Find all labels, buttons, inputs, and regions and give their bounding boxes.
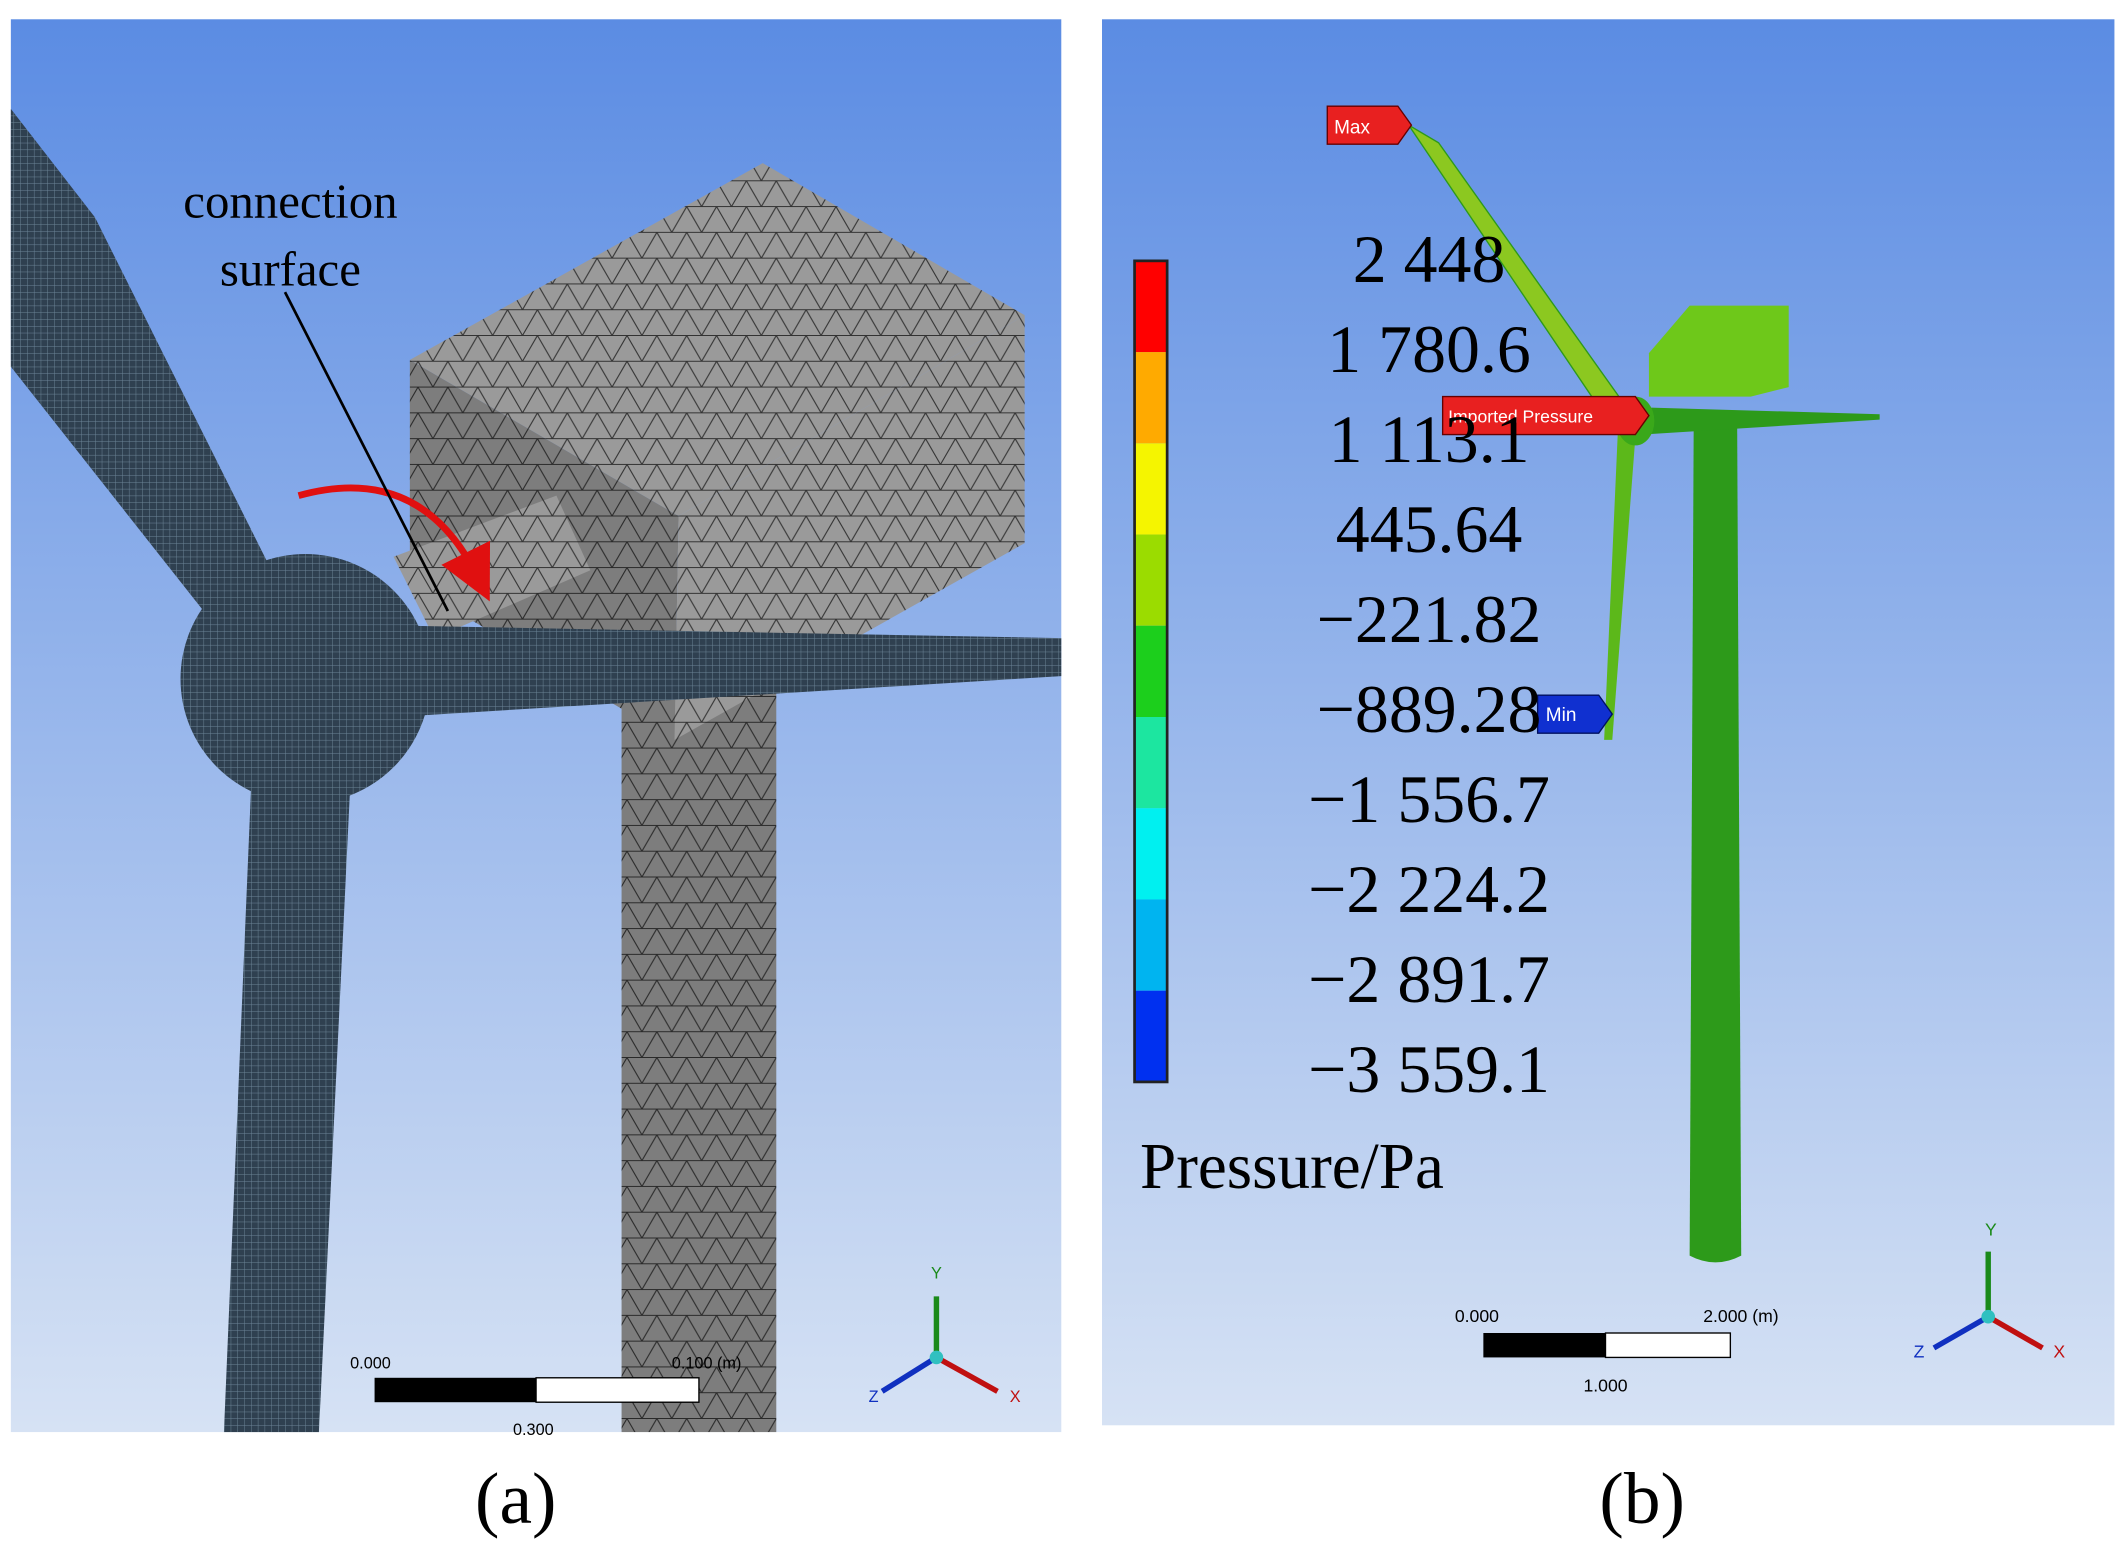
probe-label: Min xyxy=(1546,705,1577,726)
axis-label: Y xyxy=(931,1265,942,1283)
legend-band xyxy=(1134,534,1168,626)
caption: (b) xyxy=(1599,1458,1684,1539)
legend-label: −221.82 xyxy=(1317,582,1542,657)
legend-title: Pressure/Pa xyxy=(1140,1131,1444,1203)
rotation-arrow xyxy=(297,484,491,602)
legend-band xyxy=(1134,625,1168,718)
scale-label: 0.000 xyxy=(350,1354,391,1372)
blade xyxy=(223,787,351,1433)
blade xyxy=(340,624,1062,720)
scale-label: 0.300 xyxy=(513,1421,554,1439)
legend-band xyxy=(1134,352,1168,444)
nacelle-top xyxy=(409,163,1025,516)
viewport xyxy=(10,19,1062,1433)
scale-bar xyxy=(1604,1332,1732,1359)
legend-label: 2 448 xyxy=(1353,222,1506,297)
annotation: surface xyxy=(220,241,361,296)
legend-label: −889.28 xyxy=(1317,672,1542,747)
probe-max xyxy=(1326,105,1413,145)
scale-bar xyxy=(1483,1333,1606,1358)
legend-band xyxy=(1134,443,1168,535)
probe-label: Imported Pressure xyxy=(1448,406,1593,426)
probe-imported xyxy=(1441,395,1650,436)
legend-label: −2 224.2 xyxy=(1308,852,1550,927)
blade xyxy=(1642,407,1880,435)
panel-b: Max Imported Pressure Min 2 448 1 780.6 1 … xyxy=(1102,19,2115,1426)
probe-label: Max xyxy=(1334,117,1370,138)
scale-label: 0.000 xyxy=(1455,1306,1499,1326)
legend-band xyxy=(1134,260,1168,353)
axis-triad: Y Z X xyxy=(1914,1219,2066,1361)
axis-label: Z xyxy=(1914,1341,1925,1361)
axis-label: X xyxy=(2053,1341,2065,1361)
legend-band xyxy=(1134,899,1168,991)
scale-bar xyxy=(535,1377,700,1403)
legend-band xyxy=(1134,717,1168,809)
scale-label: 0.100 (m) xyxy=(672,1354,742,1372)
legend-band xyxy=(1134,990,1168,1082)
panel-a: connection surface 0.000 0.100 (m) 0.300… xyxy=(10,19,1062,1439)
legend-label: −2 891.7 xyxy=(1308,942,1550,1017)
nacelle xyxy=(1648,305,1789,397)
leader-line xyxy=(283,291,450,612)
axis-triad: Y Z X xyxy=(869,1265,1021,1407)
probe-min xyxy=(1536,694,1614,734)
annotation: connection xyxy=(183,173,397,228)
blade xyxy=(10,108,272,611)
scale-label: 1.000 xyxy=(1583,1375,1627,1395)
scale-label: 2.000 (m) xyxy=(1703,1306,1778,1326)
legend-label: −3 559.1 xyxy=(1308,1032,1550,1107)
legend-band xyxy=(1134,808,1168,900)
legend-frame xyxy=(1133,259,1169,1084)
legend-label: 1 780.6 xyxy=(1327,312,1531,387)
blade xyxy=(1604,434,1636,740)
axis-label: Z xyxy=(869,1388,879,1406)
caption: (a) xyxy=(475,1458,556,1539)
legend-label: 445.64 xyxy=(1336,492,1523,567)
legend: 2 448 1 780.6 1 113.1 445.64 −221.82 −889.28 −… xyxy=(1133,222,1550,1107)
axis-label: X xyxy=(1010,1388,1021,1406)
tower xyxy=(621,638,777,1433)
scale-bar xyxy=(374,1377,537,1403)
axis-label: Y xyxy=(1985,1219,1997,1239)
legend-label: 1 113.1 xyxy=(1329,402,1530,477)
tower xyxy=(1689,421,1742,1263)
legend-label: −1 556.7 xyxy=(1308,762,1550,837)
hub xyxy=(180,554,431,804)
